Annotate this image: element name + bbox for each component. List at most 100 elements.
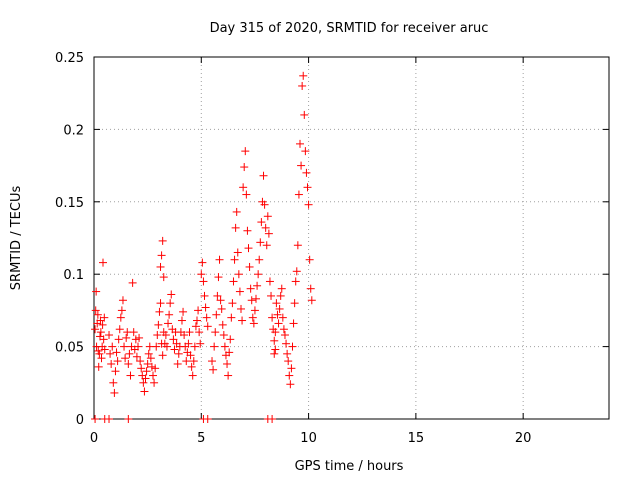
y-tick-label: 0 — [76, 413, 84, 428]
data-point — [201, 303, 210, 312]
data-point — [287, 364, 296, 373]
data-point — [128, 278, 137, 287]
data-point — [107, 359, 116, 368]
data-point — [254, 270, 263, 279]
data-point — [191, 322, 200, 331]
data-point — [193, 316, 201, 325]
data-point — [156, 262, 165, 271]
data-point — [99, 258, 108, 267]
x-tick-label: 10 — [300, 431, 317, 446]
data-point — [164, 319, 173, 328]
data-point — [273, 310, 282, 319]
data-point — [140, 387, 149, 396]
data-point — [146, 354, 155, 363]
data-point — [156, 299, 165, 308]
data-point — [268, 415, 277, 423]
data-point — [157, 251, 166, 260]
data-point — [224, 371, 233, 380]
data-point — [188, 371, 197, 380]
data-point — [95, 349, 104, 358]
data-point — [296, 139, 304, 148]
data-point — [91, 325, 100, 334]
data-point — [242, 190, 251, 199]
y-tick-label: 0.2 — [63, 123, 84, 138]
data-point — [264, 229, 273, 238]
data-point — [114, 335, 123, 344]
data-point — [262, 241, 271, 250]
data-point — [294, 190, 303, 199]
y-tick-label: 0.05 — [55, 341, 84, 356]
data-point — [213, 291, 222, 300]
data-point — [158, 351, 167, 360]
data-point — [284, 357, 293, 366]
data-point — [280, 331, 289, 340]
data-point — [147, 362, 156, 371]
data-point — [150, 378, 159, 387]
data-point — [111, 367, 120, 376]
data-point — [92, 287, 101, 296]
data-point — [239, 183, 248, 192]
data-point — [142, 367, 151, 376]
data-point — [159, 273, 168, 282]
data-point — [252, 294, 261, 303]
data-point — [94, 362, 103, 371]
data-point — [306, 284, 315, 293]
data-point — [203, 415, 212, 423]
data-point — [118, 296, 127, 305]
data-point — [272, 299, 281, 308]
data-point — [100, 313, 109, 322]
x-tick-label: 20 — [515, 431, 532, 446]
data-point — [177, 316, 186, 325]
data-point — [129, 328, 138, 337]
data-point — [291, 277, 300, 286]
data-point — [282, 339, 291, 348]
data-point — [141, 374, 150, 383]
data-point — [240, 163, 249, 172]
data-point — [275, 304, 284, 313]
data-point — [180, 331, 189, 340]
data-point — [268, 313, 277, 322]
data-point — [229, 277, 238, 286]
data-point — [250, 306, 259, 315]
data-point — [105, 331, 114, 340]
data-point — [230, 255, 239, 264]
data-point — [184, 339, 193, 348]
data-point — [121, 354, 130, 363]
data-point — [265, 277, 274, 286]
data-point — [154, 320, 163, 329]
data-point — [232, 207, 241, 216]
data-point — [259, 171, 268, 180]
x-tick-label: 0 — [90, 431, 98, 446]
data-point — [198, 258, 207, 267]
data-point — [202, 313, 211, 322]
grid-lines — [94, 57, 609, 419]
data-point — [297, 161, 306, 170]
data-point — [303, 183, 312, 192]
data-point — [257, 218, 266, 227]
data-point — [307, 296, 316, 305]
data-point — [132, 352, 141, 361]
data-point — [91, 415, 100, 423]
data-point — [135, 333, 144, 342]
data-point — [149, 371, 158, 380]
data-point — [182, 357, 191, 366]
data-point — [91, 306, 100, 315]
y-tick-label: 0.25 — [55, 51, 84, 66]
data-point — [120, 342, 129, 351]
data-point — [247, 296, 256, 305]
data-point — [283, 349, 292, 358]
data-point — [276, 291, 285, 300]
data-point — [170, 345, 179, 354]
data-point — [263, 212, 272, 221]
data-point — [186, 351, 195, 360]
data-point — [271, 345, 280, 354]
data-point — [211, 328, 220, 337]
data-point — [203, 322, 212, 331]
data-point — [173, 359, 182, 368]
data-point — [267, 291, 276, 300]
data-point — [286, 380, 295, 389]
data-point — [152, 342, 161, 351]
data-point — [260, 200, 269, 209]
data-point — [285, 371, 294, 380]
